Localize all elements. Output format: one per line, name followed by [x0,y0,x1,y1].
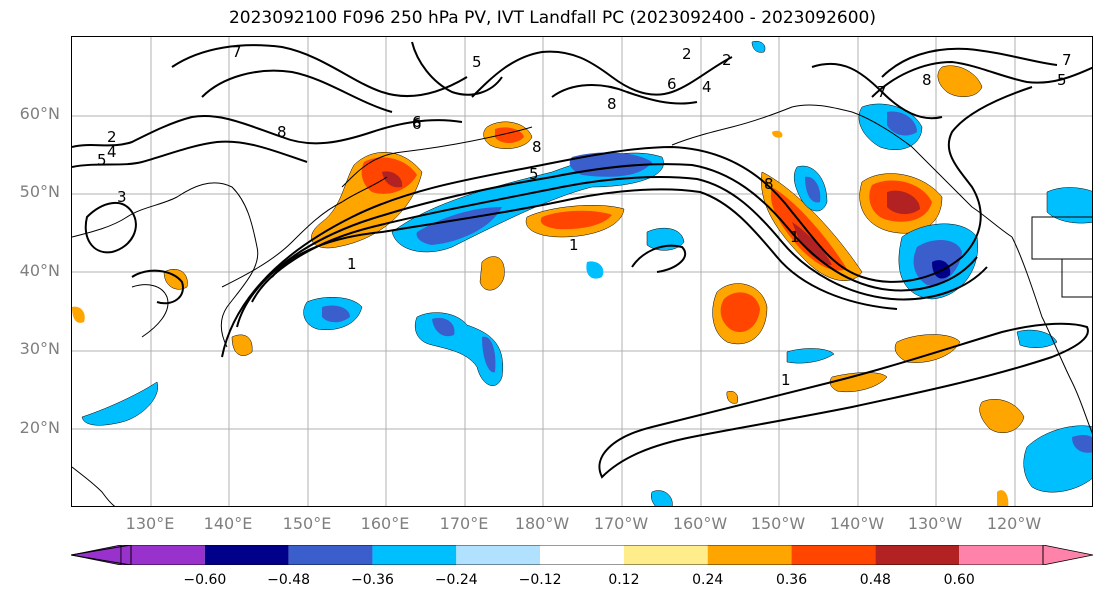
contour-label: 7 [232,43,242,61]
contour-label: 8 [922,71,932,89]
lon-label: 150°W [750,514,806,533]
colorbar-segment [707,545,792,565]
colorbar-tick-label: −0.60 [183,572,227,588]
contour-label: 6 [412,113,422,131]
map-title: 2023092100 F096 250 hPa PV, IVT Landfall… [228,8,876,28]
colorbar-segment [121,545,205,565]
contour-label: 8 [277,123,287,141]
colorbar-tick-label: −0.12 [518,572,562,588]
contour-label-group: 7 5 2 4 5 3 8 5 6 8 2 2 4 8 7 8 6 5 7 8 … [97,43,1072,389]
lon-label: 150°E [282,514,332,533]
lon-label: 180°W [514,514,570,533]
contour-label: 1 [781,371,791,389]
colorbar-segment [288,545,373,565]
contour-label: 2 [722,51,732,69]
lat-label: 20°N [19,418,60,437]
lon-label: 160°W [672,514,728,533]
lon-label: 130°E [125,514,175,533]
colorbar-tick-label: 0.60 [943,572,975,588]
contour-label: 6 [667,75,677,93]
contour-label: 5 [472,53,482,71]
lon-label: 160°E [360,514,410,533]
contour-label: 2 [107,128,117,146]
colorbar-tick-label: −0.36 [351,572,394,588]
contour-label: 8 [532,138,542,156]
colorbar-tick-label: 0.48 [859,572,891,588]
contour-label: 5 [529,165,539,183]
contour-label: 4 [107,143,117,161]
colorbar-tick-label: 0.36 [775,572,808,588]
colorbar-tick-label: 0.12 [608,572,640,588]
contour-label: 8 [607,95,617,113]
lon-label: 170°E [439,514,489,533]
colorbar-segment [372,545,457,565]
contour-label: 1 [790,228,800,246]
colorbar-segment [959,545,1043,565]
graticule [72,37,1092,506]
lat-label: 60°N [19,104,60,123]
colorbar [71,545,1094,565]
colorbar-segment [791,545,876,565]
ivt-shading [72,41,1092,506]
lat-label: 40°N [19,261,60,280]
contour-label: 7 [1062,51,1072,69]
colorbar-segments [71,545,1094,565]
colorbar-segment [623,545,708,565]
colorbar-extend-high [1042,545,1094,565]
contour-label: 5 [1057,71,1067,89]
contour-label: 1 [347,255,357,273]
contour-label: 5 [97,151,107,169]
contour-label: 6 [412,115,422,133]
map-panel: 7 5 2 4 5 3 8 5 6 8 2 2 4 8 7 8 6 5 7 8 … [71,36,1093,507]
colorbar-segment [540,545,624,565]
colorbar-segment [875,545,960,565]
contour-label: 7 [877,83,887,101]
coastlines [72,104,1092,506]
lat-label: 30°N [19,339,60,358]
colorbar-segment [456,545,541,565]
colorbar-tick-label: 0.24 [692,572,724,588]
lon-label: 120°W [986,514,1042,533]
contour-label: 1 [569,236,579,254]
colorbar-segment [204,545,289,565]
lat-label: 50°N [19,182,60,201]
colorbar-tick-label: −0.24 [434,572,478,588]
contour-label: 8 [764,175,774,193]
lon-label: 130°W [907,514,963,533]
map-canvas: 7 5 2 4 5 3 8 5 6 8 2 2 4 8 7 8 6 5 7 8 … [72,37,1092,506]
lon-label: 140°E [203,514,253,533]
contours [72,41,1092,479]
lon-label: 170°W [593,514,649,533]
colorbar-tick-label: −0.48 [267,572,311,588]
lon-label: 140°W [829,514,885,533]
contour-label: 4 [702,78,712,96]
contour-label: 2 [682,45,692,63]
contour-label: 3 [117,188,127,206]
